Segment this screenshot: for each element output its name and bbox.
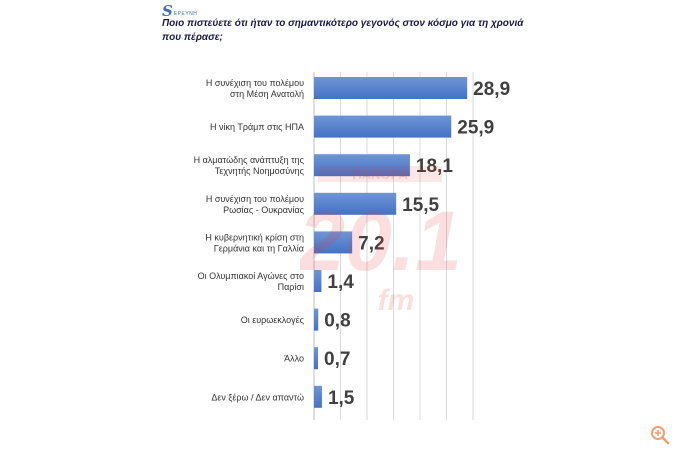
bar-4 [314,231,353,254]
bar-6 [314,308,319,331]
category-label-4-1: Γερμάνια και τη Γαλλία [214,243,304,253]
category-label-0-1: στη Μέση Ανατολή [230,89,304,99]
value-label-5: 1,4 [327,272,354,293]
bar-8 [314,385,322,408]
bar-3 [314,192,397,215]
value-label-1: 25,9 [457,118,494,139]
category-label-2-1: Τεχνητής Νοημοσύνης [215,166,305,176]
logo-text: ΕΡΕΥΝΗ [173,11,198,17]
value-label-6: 0,8 [324,311,350,332]
category-label-4-0: Η κυβερνητική κρίση στη [205,232,304,242]
category-label-5-1: Παρίσι [278,282,304,292]
survey-logo: S ΕΡΕΥΝΗ [162,4,197,19]
zoom-in-icon[interactable] [650,425,670,445]
bar-7 [314,347,318,370]
value-label-2: 18,1 [416,156,453,177]
category-label-7-0: Άλλο [284,354,304,364]
value-label-0: 28,9 [473,79,510,100]
value-label-8: 1,5 [328,388,355,409]
bar-2 [314,154,410,177]
value-label-3: 15,5 [402,195,439,216]
category-label-3-1: Ρωσίας - Ουκρανίας [223,205,305,215]
category-label-6-0: Οι ευρωεκλογές [241,315,305,325]
category-label-0-0: Η συνέχιση του πολέμου [206,78,304,88]
category-label-8-0: Δεν ξέρω / Δεν απαντώ [211,392,304,402]
value-label-4: 7,2 [358,233,384,254]
category-label-5-0: Οι Ολυμπιακοί Αγώνες στο [198,271,304,281]
category-label-2-0: Η αλματώδης ανάπτυξη της [194,155,305,165]
category-label-1-0: Η νίκη Τράμπ στις ΗΠΑ [210,122,304,132]
category-label-3-0: Η συνέχιση του πολέμου [206,194,304,204]
bar-0 [314,77,468,99]
bar-5 [314,270,322,292]
value-label-7: 0,7 [324,349,350,370]
bar-1 [314,115,452,138]
survey-question: Ποιο πιστεύετε ότι ήταν το σημαντικότερο… [162,18,524,43]
logo-mark-icon: S [162,2,173,20]
